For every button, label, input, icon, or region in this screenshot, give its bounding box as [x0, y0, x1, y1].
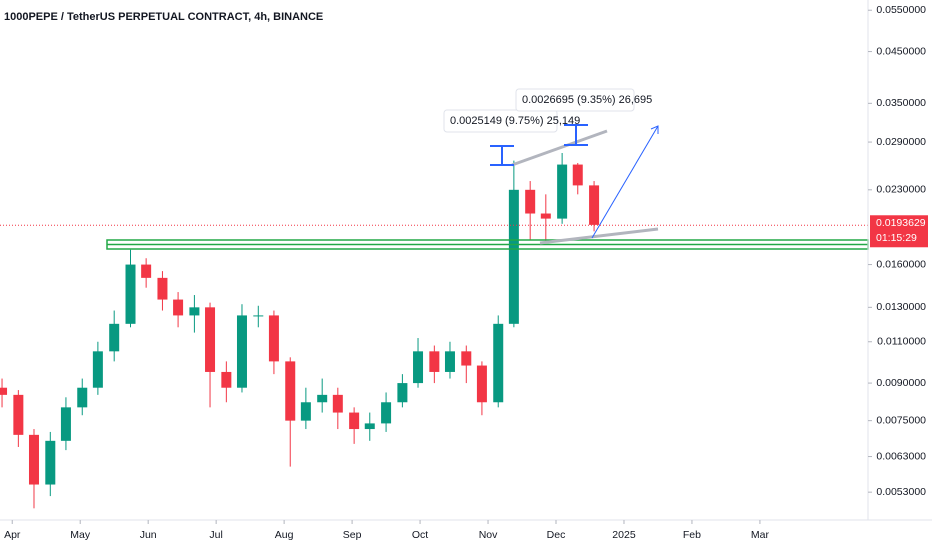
candle-body [397, 383, 408, 403]
candle-body [189, 307, 200, 316]
candle-body [221, 371, 232, 388]
last-price-label: 0.0193629 [876, 217, 926, 229]
candle-body [540, 213, 551, 219]
x-tick-label: Nov [479, 529, 498, 541]
candle-body [0, 387, 8, 395]
candle-body [13, 394, 24, 435]
y-tick-label: 0.0160000 [876, 258, 926, 270]
candle-body [28, 434, 39, 485]
annotation-box [443, 109, 558, 133]
last-price-tag [870, 215, 928, 248]
candle-body [45, 440, 56, 485]
countdown-label: 01:15:29 [876, 232, 917, 244]
candle-body [508, 189, 519, 324]
candle-body [285, 361, 296, 421]
x-tick-label: Oct [412, 529, 428, 541]
candle-body [381, 402, 392, 424]
y-tick-label: 0.0130000 [876, 301, 926, 313]
candle-body [300, 402, 311, 421]
y-tick-label: 0.0350000 [876, 97, 926, 109]
y-tick-label: 0.0230000 [876, 184, 926, 196]
candle-body [205, 307, 216, 372]
candle-body [60, 407, 71, 441]
annotation-box [515, 88, 635, 112]
trend-line [511, 129, 608, 167]
candle-body [413, 351, 424, 384]
candle-body [461, 351, 472, 366]
candle-body [92, 351, 103, 388]
candle-body [476, 365, 487, 403]
projection-arrow [591, 125, 659, 239]
candle-body [572, 164, 583, 186]
candle-body [77, 387, 88, 408]
candle-body [268, 315, 279, 362]
candle-body [444, 351, 455, 372]
x-tick-label: May [70, 529, 91, 541]
y-tick-label: 0.0090000 [876, 377, 926, 389]
y-tick-label: 0.0063000 [876, 450, 926, 462]
x-tick-label: 2025 [612, 529, 636, 541]
candle-body [364, 423, 375, 430]
annotation: 0.0026695 (9.35%) 26,695 [522, 94, 652, 106]
x-tick-label: Jul [209, 529, 222, 541]
x-tick-label: Mar [751, 529, 770, 541]
y-tick-label: 0.0075000 [876, 414, 926, 426]
x-tick-label: Dec [547, 529, 566, 541]
candle-body [317, 394, 328, 403]
candle-body [157, 277, 168, 300]
annotation: 0.0025149 (9.75%) 25,149 [450, 115, 580, 127]
y-tick-label: 0.0550000 [876, 4, 926, 16]
x-tick-label: Feb [683, 529, 701, 541]
candle-body [173, 299, 184, 316]
candle-body [332, 394, 343, 413]
x-tick-label: Apr [4, 529, 21, 541]
x-tick-label: Sep [343, 529, 362, 541]
candle-body [589, 185, 600, 225]
candle-body [125, 264, 136, 324]
candle-body [236, 315, 247, 388]
candle-body [141, 264, 152, 278]
y-tick-label: 0.0053000 [876, 486, 926, 498]
candle-body [429, 351, 440, 372]
trend-line [539, 227, 659, 245]
chart-title: 1000PEPE / TetherUS PERPETUAL CONTRACT, … [4, 11, 323, 23]
y-tick-label: 0.0450000 [876, 45, 926, 57]
candle-body [525, 189, 536, 214]
plot-area [0, 153, 868, 509]
x-tick-label: Jun [140, 529, 157, 541]
measure-bracket [564, 124, 588, 146]
candle-body [349, 412, 360, 430]
measure-bracket [490, 145, 514, 166]
candle-body [557, 164, 568, 219]
y-tick-label: 0.0110000 [877, 336, 926, 348]
candle-body [109, 323, 120, 352]
candle-body [253, 315, 264, 317]
x-tick-label: Aug [275, 529, 294, 541]
y-tick-label: 0.0290000 [876, 136, 926, 148]
candle-body [493, 323, 504, 403]
